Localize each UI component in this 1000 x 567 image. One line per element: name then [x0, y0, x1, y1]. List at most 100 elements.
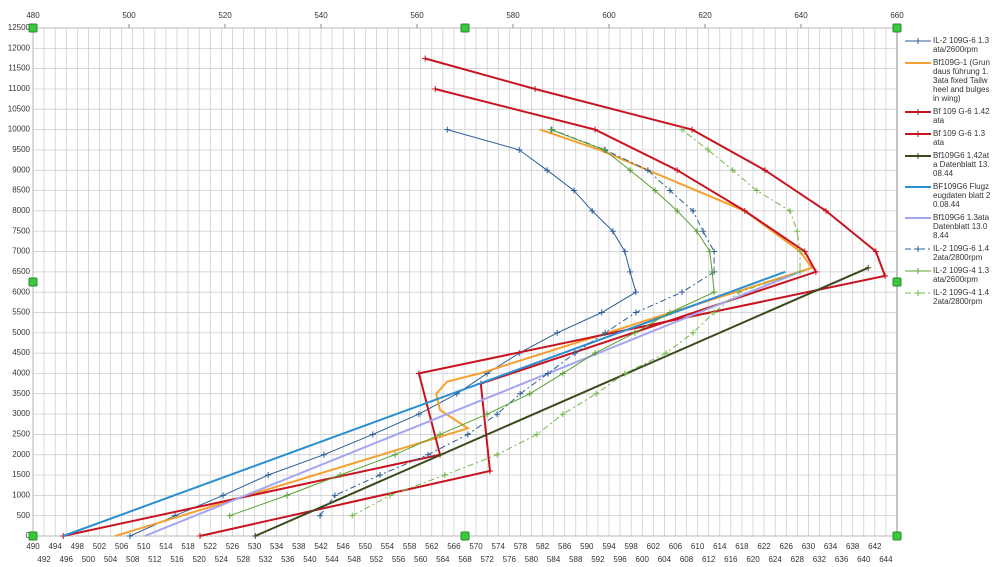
y-tick-label: 500 — [17, 511, 31, 520]
x2-tick-label: 628 — [791, 555, 805, 564]
legend-label: Bf109G6 1.42ata Datenblatt 13.08.44 — [933, 151, 990, 178]
point-marker — [601, 146, 608, 153]
x2-tick-label: 624 — [768, 555, 782, 564]
point-marker — [432, 85, 439, 92]
legend-label: Bf109G6 1.3ata Datenblatt 13.08.44 — [933, 213, 990, 240]
x2-tick-label: 576 — [503, 555, 517, 564]
x2-tick-label: 622 — [757, 542, 771, 551]
point-marker — [425, 451, 432, 458]
point-marker — [631, 329, 638, 336]
y-tick-label: 1500 — [12, 470, 30, 479]
y-tick-label: 5000 — [12, 328, 30, 337]
legend-swatch — [905, 153, 931, 159]
selection-handle — [28, 531, 38, 541]
x2-tick-label: 512 — [148, 555, 162, 564]
x2-tick-label: 528 — [237, 555, 251, 564]
point-marker — [741, 207, 748, 214]
point-marker — [602, 329, 609, 336]
point-marker — [786, 207, 793, 214]
legend-entry: BF109G6 Flugzeugdaten blatt 20.08.44 — [903, 182, 998, 209]
point-marker — [441, 472, 448, 479]
point-marker — [377, 472, 384, 479]
legend-entry: Bf109G6 1.3ata Datenblatt 13.08.44 — [903, 213, 998, 240]
x2-tick-label: 582 — [536, 542, 550, 551]
point-marker — [534, 431, 540, 438]
x2-tick-label: 594 — [602, 542, 616, 551]
x2-tick-label: 600 — [636, 555, 650, 564]
point-marker — [571, 350, 578, 357]
point-marker — [882, 272, 888, 279]
x2-tick-label: 546 — [336, 542, 350, 551]
legend-entry: Bf109G-1 (Grundaus führung 1.3ata fixed … — [903, 58, 998, 103]
legend-swatch — [905, 246, 931, 252]
point-marker — [545, 370, 552, 377]
legend-swatch — [905, 38, 931, 44]
legend-marker — [915, 38, 921, 44]
point-marker — [517, 390, 524, 397]
point-marker — [678, 126, 685, 133]
point-marker — [678, 289, 685, 296]
point-marker — [621, 248, 628, 255]
x2-tick-label: 500 — [82, 555, 96, 564]
point-marker — [283, 492, 290, 499]
legend-marker — [915, 131, 921, 137]
legend-label: Bf109G-1 (Grundaus führung 1.3ata fixed … — [933, 58, 990, 103]
x2-tick-label: 580 — [525, 555, 539, 564]
x-tick-label: 500 — [122, 11, 136, 20]
y-tick-label: 10500 — [8, 104, 31, 113]
y-tick-label: 4000 — [12, 369, 30, 378]
x-tick-label: 560 — [410, 11, 424, 20]
point-marker — [797, 268, 804, 275]
y-tick-label: 7000 — [12, 247, 30, 256]
x2-tick-label: 568 — [458, 555, 472, 564]
x2-tick-label: 526 — [226, 542, 240, 551]
x2-tick-label: 644 — [879, 555, 893, 564]
x2-tick-label: 534 — [270, 542, 284, 551]
x2-tick-label: 510 — [137, 542, 151, 551]
x2-tick-label: 602 — [647, 542, 661, 551]
legend-entry: Bf109G6 1.42ata Datenblatt 13.08.44 — [903, 151, 998, 178]
x-tick-label: 480 — [26, 11, 40, 20]
point-marker — [526, 390, 533, 397]
legend-marker — [915, 268, 921, 274]
point-marker — [331, 492, 338, 499]
x2-tick-label: 626 — [780, 542, 794, 551]
x2-tick-label: 634 — [824, 542, 838, 551]
point-marker — [711, 309, 718, 316]
x2-tick-label: 492 — [37, 555, 51, 564]
point-marker — [422, 55, 429, 62]
point-marker — [674, 167, 681, 174]
x2-tick-label: 542 — [314, 542, 328, 551]
x2-tick-label: 538 — [292, 542, 306, 551]
x2-tick-label: 548 — [348, 555, 362, 564]
x2-tick-label: 550 — [359, 542, 373, 551]
point-marker — [547, 126, 554, 133]
selection-handle — [892, 277, 902, 287]
point-marker — [126, 533, 133, 539]
point-marker — [690, 329, 696, 336]
legend-swatch — [905, 109, 931, 115]
x2-tick-label: 524 — [215, 555, 229, 564]
x2-tick-label: 632 — [813, 555, 827, 564]
point-marker — [627, 268, 634, 275]
point-marker — [794, 228, 801, 235]
point-marker — [729, 167, 736, 174]
y-tick-label: 12500 — [8, 23, 31, 32]
point-marker — [704, 146, 711, 153]
x2-tick-label: 642 — [868, 542, 882, 551]
x2-tick-label: 554 — [381, 542, 395, 551]
legend-label: Bf 109 G-6 1.3 ata — [933, 129, 986, 147]
point-marker — [652, 187, 659, 194]
point-marker — [252, 533, 259, 539]
x2-tick-label: 506 — [115, 542, 129, 551]
legend-entry: IL-2 109G-6 1.3ata/2600rpm — [903, 36, 998, 54]
point-marker — [644, 167, 651, 174]
point-marker — [693, 228, 700, 235]
x2-tick-label: 558 — [403, 542, 417, 551]
x-tick-label: 640 — [794, 11, 808, 20]
point-marker — [609, 228, 616, 235]
point-marker — [415, 411, 422, 418]
x2-tick-label: 532 — [259, 555, 273, 564]
point-marker — [349, 512, 356, 519]
